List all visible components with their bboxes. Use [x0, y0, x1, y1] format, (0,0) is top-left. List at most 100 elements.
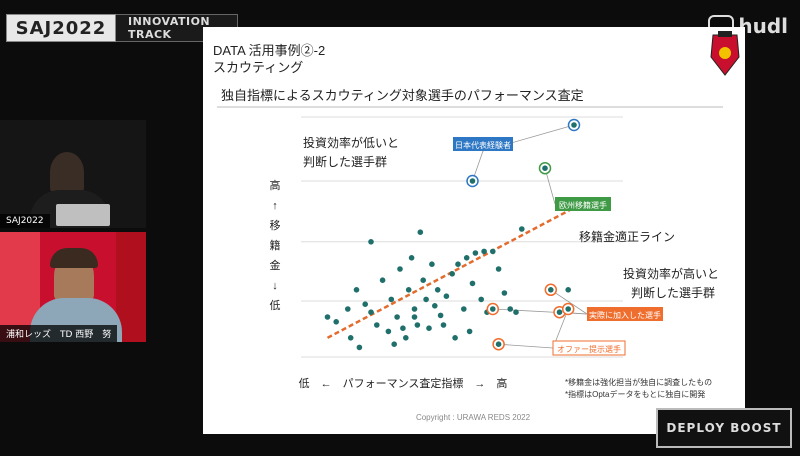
scatter-points	[324, 226, 571, 351]
webcam-host: SAJ2022	[0, 120, 146, 228]
y-axis-label: 高 ↑ 移籍金 ↓ 低	[270, 178, 281, 312]
scatter-point-20	[423, 296, 429, 303]
high-efficiency-label-line1: 投資効率が高いと	[623, 266, 719, 281]
highlight-point-5	[469, 178, 476, 184]
scatter-point-10	[388, 296, 395, 303]
scatter-point-26	[440, 322, 447, 328]
scatter-point-50	[368, 239, 374, 245]
scatter-point-0	[324, 314, 331, 320]
scatter-point-9	[385, 328, 392, 335]
callout-leader-1	[550, 289, 588, 315]
y-axis-char-3: 籍	[270, 238, 281, 252]
scatter-point-19	[420, 277, 426, 283]
y-axis-char-2: 移	[270, 219, 281, 232]
scatter-point-30	[455, 261, 461, 267]
hudl-logo-text: hudl	[738, 14, 788, 38]
scatter-point-15	[408, 255, 415, 261]
webcam-host-label: SAJ2022	[0, 214, 50, 228]
scatter-point-13	[400, 325, 406, 332]
low-efficiency-label-line1: 投資効率が低いと	[303, 135, 399, 150]
tag-joined-players: 実際に加入した選手	[587, 307, 663, 321]
tag-europe-transfer-text: 欧州移籍選手	[559, 200, 607, 210]
y-axis-char-1: ↑	[272, 200, 278, 212]
urawa-reds-emblem-icon	[710, 31, 740, 76]
scatter-point-47	[391, 341, 397, 348]
slide-title-line1: DATA 活用事例②-2	[213, 43, 325, 58]
deploy-boost-logo: DEPLOY BOOST	[656, 408, 792, 448]
scatter-point-5	[362, 301, 368, 308]
scatter-point-35	[472, 250, 479, 256]
scatter-point-27	[443, 293, 450, 300]
scatter-point-25	[437, 312, 444, 319]
saj-logo: SAJ2022	[6, 14, 116, 42]
tag-europe-transfer: 欧州移籍選手	[555, 197, 611, 211]
trend-line-label: 移籍金適正ライン	[579, 229, 675, 244]
scatter-point-39	[490, 248, 496, 255]
copyright-text: Copyright : URAWA REDS 2022	[416, 413, 531, 422]
scatter-point-14	[405, 287, 412, 293]
tag-offer-players: オファー提示選手	[552, 340, 626, 356]
scatter-point-36	[478, 296, 485, 303]
tag-national-team: 日本代表経験者	[453, 137, 513, 151]
scatter-point-24	[434, 287, 441, 293]
scatter-point-44	[519, 226, 525, 232]
scatter-point-23	[432, 303, 438, 309]
note-opta: *指標はOptaデータをもとに独自に開発	[565, 389, 705, 399]
scatter-point-49	[565, 287, 571, 293]
y-axis-char-6: 低	[270, 299, 281, 312]
scatter-point-2	[345, 306, 351, 312]
scatter-point-41	[501, 290, 508, 296]
scatter-point-6	[368, 309, 374, 316]
highlight-point-0	[490, 306, 496, 312]
scatter-point-32	[463, 255, 470, 261]
highlight-point-7	[542, 165, 548, 171]
scatter-point-28	[449, 271, 455, 277]
highlight-point-2	[556, 309, 563, 316]
scatter-chart: DATA 活用事例②-2 スカウティング 独自指標によるスカウティング対象選手の…	[213, 31, 740, 422]
scatter-point-12	[397, 266, 403, 272]
scatter-point-33	[466, 328, 473, 335]
tag-national-team-text: 日本代表経験者	[455, 140, 511, 150]
scatter-point-1	[333, 319, 339, 325]
low-efficiency-label-line2: 判断した選手群	[303, 154, 387, 169]
scatter-point-4	[353, 287, 360, 293]
chart-grid	[301, 116, 623, 358]
presentation-slide: DATA 活用事例②-2 スカウティング 独自指標によるスカウティング対象選手の…	[203, 27, 745, 434]
scatter-point-46	[403, 335, 409, 341]
scatter-point-37	[481, 248, 487, 255]
tag-offer-players-text: オファー提示選手	[557, 344, 621, 354]
transfer-fee-trend-line	[326, 199, 590, 339]
scatter-point-40	[495, 266, 502, 272]
scatter-point-43	[513, 309, 519, 316]
highlighted-points	[466, 118, 581, 351]
slide-subtitle: 独自指標によるスカウティング対象選手のパフォーマンス査定	[221, 88, 584, 103]
highlight-point-6	[571, 122, 577, 128]
highlight-point-1	[548, 287, 554, 293]
slide-title-line2: スカウティング	[213, 60, 303, 75]
webcam-speaker: 浦和レッズ TD 西野 努	[0, 232, 146, 342]
high-efficiency-label-line2: 判断した選手群	[631, 285, 715, 300]
scatter-point-21	[426, 325, 432, 332]
tag-joined-players-text: 実際に加入した選手	[589, 310, 661, 320]
scatter-point-7	[374, 322, 380, 328]
scatter-point-48	[356, 344, 363, 351]
scatter-point-22	[429, 261, 435, 267]
scatter-point-11	[394, 314, 400, 320]
host-head	[50, 152, 84, 192]
highlight-point-3	[495, 341, 502, 348]
speaker-hair	[50, 248, 98, 268]
scatter-point-31	[461, 306, 467, 312]
scatter-point-8	[379, 277, 386, 283]
scatter-point-17	[414, 322, 421, 328]
scatter-point-16	[411, 306, 418, 312]
scatter-point-18	[417, 229, 424, 235]
y-axis-char-5: ↓	[272, 280, 278, 292]
scatter-point-42	[507, 306, 513, 312]
scatter-point-34	[469, 280, 476, 287]
x-axis-label: 低 ← パフォーマンス査定指標 → 高	[299, 376, 508, 390]
hudl-logo: hudl	[708, 14, 788, 38]
y-axis-char-4: 金	[270, 258, 281, 272]
scatter-point-3	[347, 335, 354, 341]
callout-leader-3	[498, 343, 554, 349]
scatter-point-29	[452, 335, 458, 341]
